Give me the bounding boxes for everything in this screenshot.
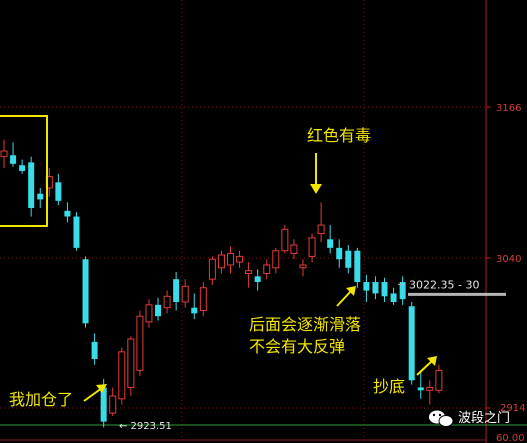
level-readout: 3022.35 - 30 <box>409 278 479 291</box>
candle-down <box>191 307 198 314</box>
candle-down <box>10 155 17 164</box>
candle-series <box>0 139 443 428</box>
watermark-text: 波段之门 <box>458 411 510 426</box>
candle-down <box>155 304 162 317</box>
arrow-icon <box>416 356 437 376</box>
candle-up <box>118 351 126 400</box>
candle-up <box>290 244 298 255</box>
indicator-value-label: 60.00 <box>496 433 525 443</box>
candle-down <box>381 282 388 297</box>
candle-down <box>173 279 180 302</box>
candle-down <box>345 250 352 268</box>
candle-up <box>263 264 271 274</box>
annotation-gradual-decline: 后面会逐渐滑落 <box>249 315 361 334</box>
candle-up <box>308 237 316 257</box>
watermark: 波段之门 <box>429 410 510 427</box>
candle-down <box>408 306 415 381</box>
candle-down <box>73 216 80 248</box>
candle-down <box>82 259 89 324</box>
candle-up <box>245 270 253 274</box>
candle-down <box>390 293 397 302</box>
annotation-buy-the-dip: 抄底 <box>373 377 405 396</box>
candle-down <box>363 282 370 291</box>
candle-down <box>327 239 334 248</box>
candle-down <box>372 282 379 294</box>
candle-up <box>317 224 325 235</box>
candle-down <box>37 193 44 200</box>
candle-up <box>426 386 434 391</box>
annotation-no-big-rebound: 不会有大反弹 <box>249 337 345 356</box>
candle-up <box>217 254 225 269</box>
candle-up <box>208 258 216 280</box>
annotation-red-poison: 红色有毒 <box>307 126 371 145</box>
candle-down <box>336 247 343 260</box>
arrow-icon <box>310 153 322 194</box>
candle-up <box>109 395 117 414</box>
candle-up <box>0 150 8 158</box>
candle-down <box>354 250 361 283</box>
candle-up <box>181 285 189 303</box>
candle-down <box>28 162 35 208</box>
candle-up <box>163 295 171 309</box>
candle-down <box>417 387 424 391</box>
candle-up <box>199 287 207 312</box>
candle-down <box>254 276 261 283</box>
candle-up <box>299 264 307 269</box>
annotation-arrows <box>83 153 437 402</box>
y-tick-label-3040: 3040 <box>496 254 521 265</box>
candle-down <box>55 182 62 201</box>
candle-up <box>145 304 153 323</box>
candle-down <box>399 282 406 300</box>
low-price-marker: ← 2923.51 <box>119 421 172 432</box>
candle-down <box>64 210 71 217</box>
candle-down <box>19 165 26 171</box>
candle-up <box>272 250 280 269</box>
candle-up <box>127 338 135 388</box>
y-axis-tick-marks <box>486 106 491 409</box>
candle-down <box>100 387 107 422</box>
candle-down <box>91 341 98 359</box>
wechat-icon <box>429 410 454 427</box>
candle-up <box>236 255 244 263</box>
arrow-icon <box>336 286 356 307</box>
y-tick-label-3166: 3166 <box>496 103 521 114</box>
highlight-box <box>0 115 48 227</box>
annotation-added-position: 我加仓了 <box>9 390 73 409</box>
arrow-icon <box>83 384 107 402</box>
candle-up <box>136 315 144 371</box>
candle-up <box>227 253 234 266</box>
y-tick-label-2914: 2914 <box>500 403 525 414</box>
candle-up <box>281 228 289 252</box>
candle-up <box>435 369 443 391</box>
